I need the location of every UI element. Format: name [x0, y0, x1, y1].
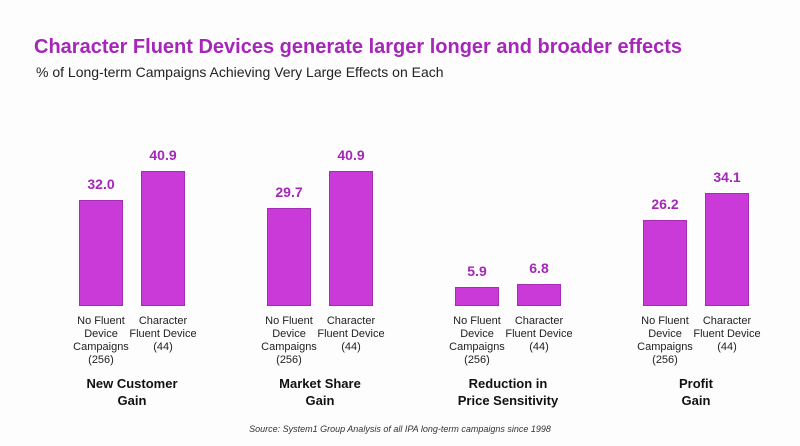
chart-title: Character Fluent Devices generate larger…: [34, 36, 682, 58]
chart-subtitle: % of Long-term Campaigns Achieving Very …: [36, 64, 444, 80]
bar: [455, 286, 499, 306]
value-label: 5.9: [467, 262, 487, 279]
value-label: 40.9: [149, 147, 177, 164]
series-label: No Fluent Device Campaigns (256): [73, 315, 129, 366]
bar: [643, 219, 687, 306]
series-label: Character Fluent Device (44): [693, 315, 761, 353]
bar: [79, 200, 123, 306]
value-label: 34.1: [713, 169, 741, 186]
value-label: 6.8: [529, 259, 549, 276]
group-label: Reduction in Price Sensitivity: [457, 376, 559, 408]
group-label: New Customer Gain: [86, 376, 178, 408]
value-label: 40.9: [337, 147, 365, 164]
group-label: Profit Gain: [679, 376, 713, 408]
series-label: No Fluent Device Campaigns (256): [637, 315, 693, 366]
source-note: Source: System1 Group Analysis of all IP…: [249, 424, 551, 434]
bar: [517, 283, 561, 306]
series-label: Character Fluent Device (44): [317, 315, 385, 353]
bar: [329, 171, 373, 306]
series-label: Character Fluent Device (44): [505, 315, 573, 353]
bar: [267, 207, 311, 306]
series-label: No Fluent Device Campaigns (256): [449, 315, 505, 366]
group-label: Market Share Gain: [279, 376, 361, 408]
series-label: Character Fluent Device (44): [129, 315, 197, 353]
value-label: 32.0: [87, 176, 115, 193]
value-label: 26.2: [651, 195, 679, 212]
bar: [705, 193, 749, 306]
value-label: 29.7: [275, 183, 303, 200]
series-label: No Fluent Device Campaigns (256): [261, 315, 317, 366]
bar: [141, 171, 185, 306]
